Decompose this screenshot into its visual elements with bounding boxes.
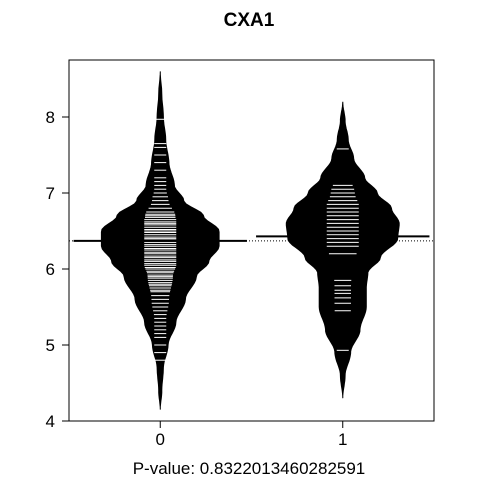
x-tick-label: 0 xyxy=(156,430,165,449)
bean-0 xyxy=(73,71,247,410)
plot-area: 4 5 6 7 8 0 1 xyxy=(46,59,435,449)
p-value-label: P-value: 0.8322013460282591 xyxy=(133,459,366,478)
y-tick-label: 6 xyxy=(46,260,55,279)
y-tick-label: 8 xyxy=(46,108,55,127)
plot-frame xyxy=(68,59,435,422)
x-tick-label: 1 xyxy=(338,430,347,449)
chart-title: CXA1 xyxy=(224,10,275,31)
bean-shape xyxy=(285,101,400,399)
y-tick-label: 5 xyxy=(46,336,55,355)
y-tick-label: 4 xyxy=(46,412,55,431)
bean-1 xyxy=(256,101,430,399)
y-tick-label: 7 xyxy=(46,184,55,203)
